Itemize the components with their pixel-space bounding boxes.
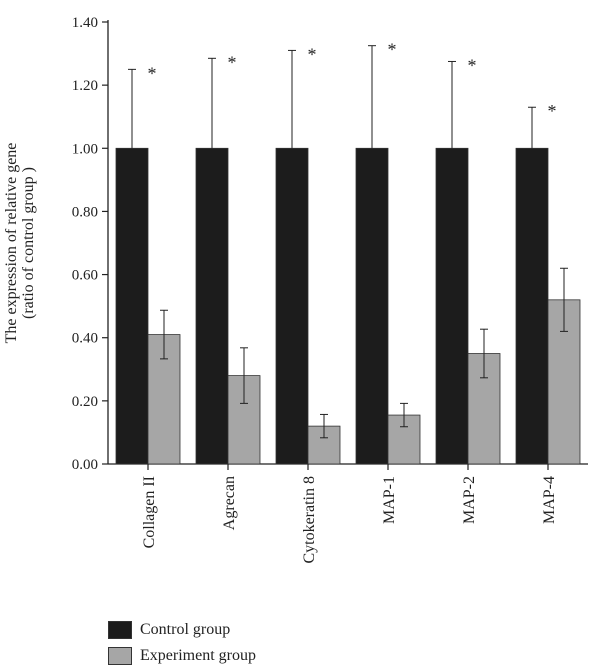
- significance-star: *: [548, 101, 557, 121]
- significance-star: *: [148, 63, 157, 83]
- x-tick-label: Agrecan: [221, 476, 238, 530]
- bar-control: [355, 147, 389, 465]
- x-tick-label: Collagen II: [141, 476, 158, 548]
- x-tick-label: MAP-1: [381, 476, 398, 524]
- legend: Control group Experiment group: [108, 618, 256, 670]
- bar-control: [195, 147, 229, 465]
- x-tick-label: Cytokeratin 8: [301, 476, 318, 564]
- bar-control: [515, 147, 549, 465]
- bar-control: [275, 147, 309, 465]
- bar-control: [435, 147, 469, 465]
- legend-item-experiment: Experiment group: [108, 644, 256, 668]
- significance-star: *: [388, 40, 397, 60]
- bar-control: [115, 147, 149, 465]
- significance-star: *: [308, 44, 317, 64]
- legend-item-control: Control group: [108, 618, 256, 642]
- y-axis-label: The expression of relative gene(ratio of…: [3, 143, 37, 344]
- significance-star: *: [468, 55, 477, 75]
- legend-swatch-experiment: [108, 647, 132, 665]
- x-tick-label: MAP-2: [461, 476, 478, 524]
- y-tick-label: 0.60: [72, 268, 98, 284]
- y-tick-label: 1.40: [72, 15, 98, 31]
- y-tick-label: 0.40: [72, 331, 98, 347]
- x-tick-label: MAP-4: [541, 476, 558, 524]
- y-tick-label: 0.00: [72, 457, 98, 473]
- y-tick-label: 1.20: [72, 78, 98, 94]
- significance-star: *: [228, 52, 237, 72]
- y-tick-label: 0.80: [72, 204, 98, 220]
- legend-label-experiment: Experiment group: [140, 647, 256, 664]
- y-tick-label: 1.00: [72, 141, 98, 157]
- legend-label-control: Control group: [140, 621, 231, 638]
- legend-swatch-control: [108, 621, 132, 639]
- y-tick-label: 0.20: [72, 394, 98, 410]
